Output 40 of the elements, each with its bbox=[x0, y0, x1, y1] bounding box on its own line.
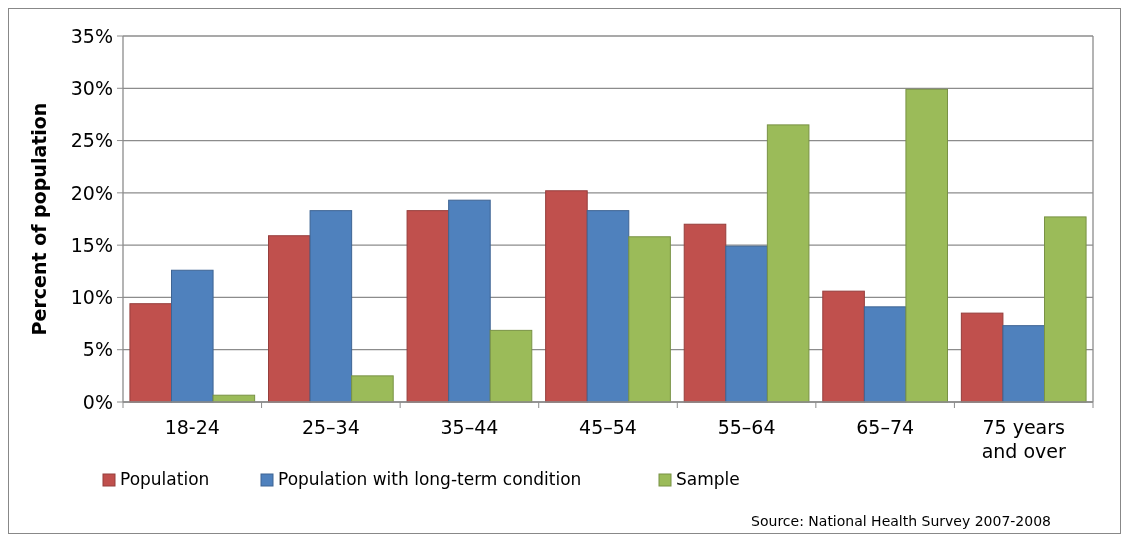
source-note: Source: National Health Survey 2007-2008 bbox=[751, 513, 1051, 529]
x-tick-label: 18-24 bbox=[164, 416, 220, 438]
y-tick-label: 5% bbox=[82, 338, 113, 361]
bar bbox=[351, 375, 394, 403]
x-tick-label: 65–74 bbox=[856, 416, 915, 438]
bar bbox=[725, 245, 768, 403]
bar bbox=[822, 290, 865, 403]
y-tick-label: 25% bbox=[70, 129, 113, 152]
bar bbox=[129, 303, 172, 403]
y-tick-label: 20% bbox=[70, 181, 113, 204]
y-tick-label: 30% bbox=[70, 76, 113, 99]
bar bbox=[905, 88, 948, 403]
x-tick-label: 45–54 bbox=[579, 416, 637, 438]
bar bbox=[268, 235, 311, 403]
bar bbox=[1044, 216, 1087, 403]
y-tick-label: 35% bbox=[70, 24, 113, 47]
y-tick-label: 10% bbox=[70, 286, 113, 309]
x-tick-label: 35–44 bbox=[440, 416, 499, 438]
bar bbox=[586, 210, 630, 403]
x-tick-label: 25–34 bbox=[301, 416, 360, 438]
bar bbox=[1002, 325, 1045, 403]
bar bbox=[448, 199, 491, 403]
bar bbox=[766, 124, 810, 403]
y-axis-title: Percent of population bbox=[28, 102, 50, 336]
x-tick-label: 55–64 bbox=[717, 416, 776, 438]
bar bbox=[683, 223, 727, 403]
y-tick-label: 0% bbox=[82, 390, 113, 413]
bar bbox=[628, 236, 671, 403]
bar bbox=[171, 269, 214, 403]
bar bbox=[406, 210, 450, 403]
bar bbox=[960, 312, 1004, 403]
y-tick-label: 15% bbox=[70, 233, 113, 256]
legend-label: Sample bbox=[676, 469, 740, 489]
bar bbox=[309, 210, 353, 403]
legend-label: Population with long-term condition bbox=[278, 469, 582, 489]
legend-label: Population bbox=[120, 469, 210, 489]
bar bbox=[545, 190, 588, 403]
x-tick-label: 75 years and over bbox=[981, 416, 1066, 462]
bar bbox=[863, 306, 907, 403]
bar bbox=[489, 329, 533, 403]
